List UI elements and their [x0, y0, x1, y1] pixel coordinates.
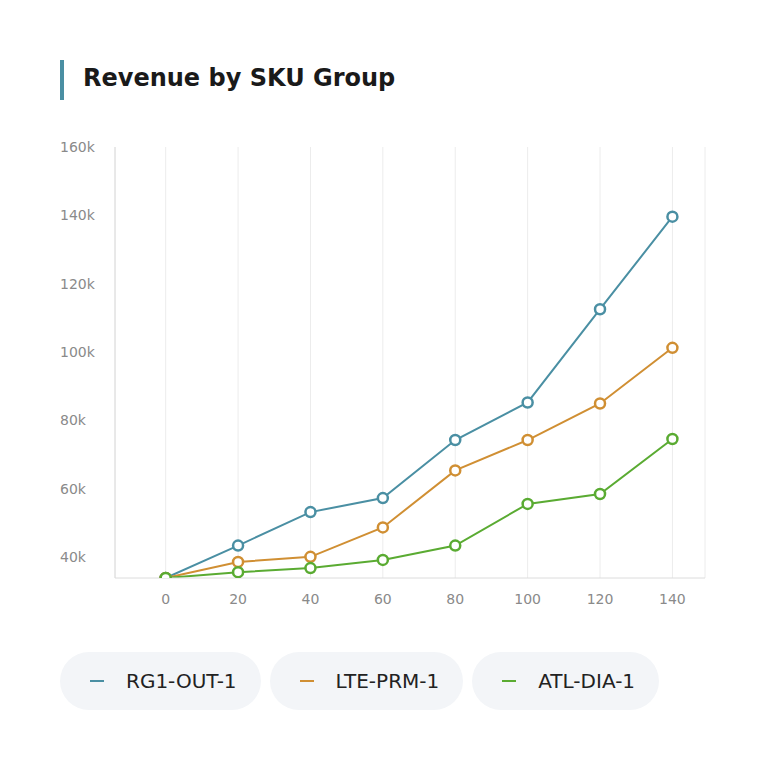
svg-text:120k: 120k — [60, 276, 96, 292]
html-text:Revenue by SKU Group: Revenue by SKU Group — [83, 64, 396, 92]
svg-text:0: 0 — [161, 591, 170, 607]
html-text:RG1-OUT-1: RG1-OUT-1 — [126, 669, 237, 693]
svg-text:100k: 100k — [60, 344, 96, 360]
svg-text:80k: 80k — [60, 412, 87, 428]
svg-text:60k: 60k — [60, 481, 87, 497]
svg-text:120: 120 — [587, 591, 614, 607]
svg-text:40: 40 — [302, 591, 320, 607]
html-text:LTE-PRM-1: LTE-PRM-1 — [335, 669, 440, 693]
svg-text:160k: 160k — [60, 139, 96, 155]
html-text:ATL-DIA-1: ATL-DIA-1 — [538, 669, 636, 693]
svg-text:80: 80 — [446, 591, 464, 607]
svg-text:140: 140 — [659, 591, 686, 607]
svg-text:100: 100 — [514, 591, 541, 607]
svg-text:40k: 40k — [60, 549, 87, 565]
svg-text:140k: 140k — [60, 207, 96, 223]
svg-text:60: 60 — [374, 591, 392, 607]
svg-text:20: 20 — [229, 591, 247, 607]
